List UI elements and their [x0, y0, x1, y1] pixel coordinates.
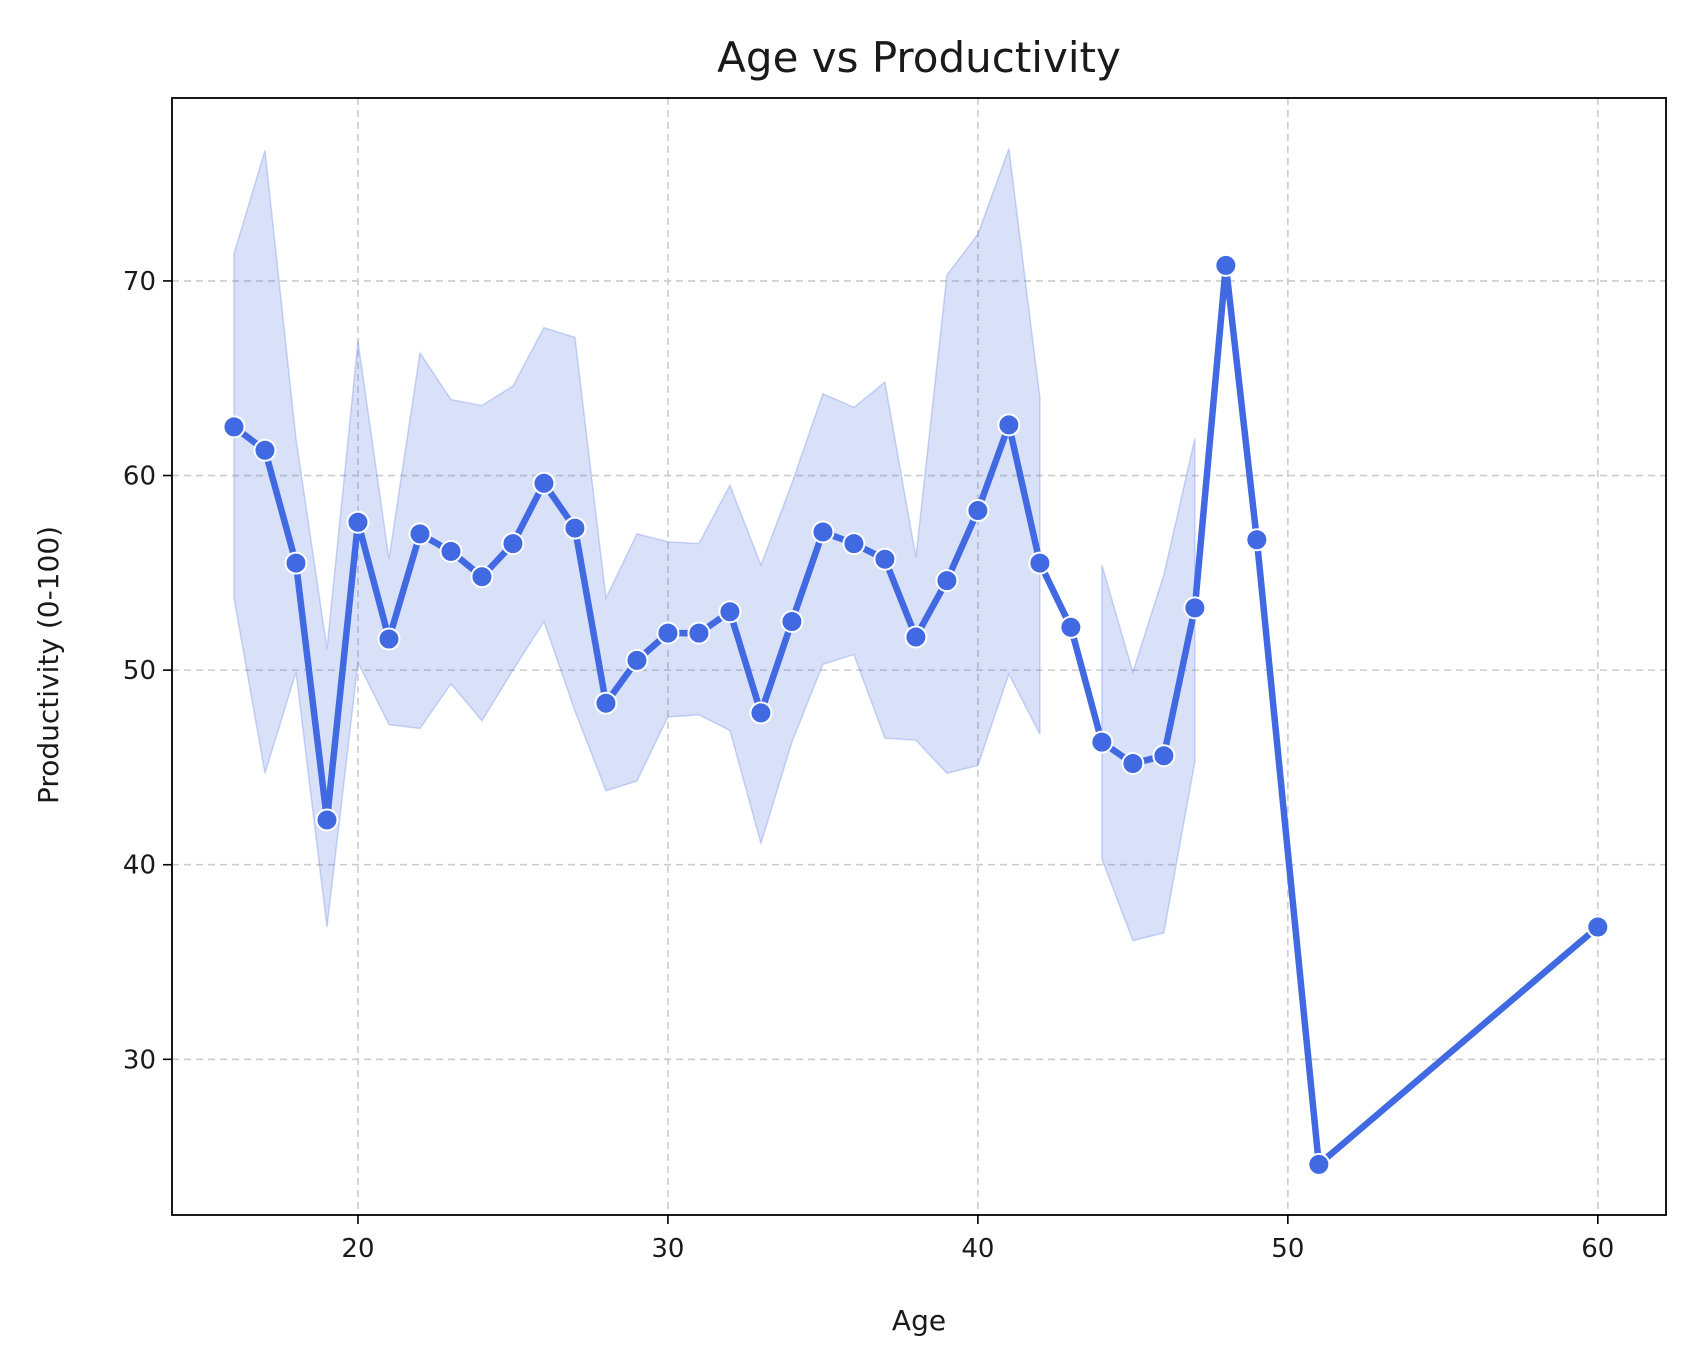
data-point-age-42: [1028, 551, 1052, 575]
data-point-age-41: [997, 413, 1021, 437]
data-point-age-36: [842, 532, 866, 556]
series-markers: [222, 253, 1610, 1176]
data-point-age-39: [935, 569, 959, 593]
confidence-band-segment-1: [1101, 438, 1196, 942]
data-point-age-18: [284, 551, 308, 575]
confidence-band: [233, 148, 1196, 942]
data-point-age-34: [780, 609, 804, 633]
data-point-age-49: [1245, 528, 1269, 552]
data-point-age-33: [749, 701, 773, 725]
plot-frame: [171, 97, 1667, 1216]
data-point-age-32: [718, 600, 742, 624]
data-point-age-31: [687, 621, 711, 645]
data-point-age-40: [966, 499, 990, 523]
x-tick-label-50: 50: [1271, 1234, 1304, 1264]
x-tick-label-30: 30: [651, 1234, 684, 1264]
chart-title: Age vs Productivity: [717, 33, 1121, 82]
data-point-age-20: [346, 510, 370, 534]
gridlines: [172, 98, 1666, 1215]
y-tick-label-60: 60: [123, 462, 156, 492]
data-point-age-48: [1214, 253, 1238, 277]
y-axis-ticks: 30 40 50 60 70: [123, 267, 172, 1075]
y-tick-label-40: 40: [123, 851, 156, 881]
x-tick-label-40: 40: [961, 1234, 994, 1264]
y-axis-label: Productivity (0-100): [32, 526, 65, 804]
confidence-band-segment-0: [233, 148, 1041, 928]
data-point-age-19: [315, 808, 339, 832]
data-point-age-27: [563, 516, 587, 540]
data-point-age-30: [656, 621, 680, 645]
y-tick-label-70: 70: [123, 267, 156, 297]
data-point-age-37: [873, 547, 897, 571]
data-point-age-23: [439, 539, 463, 563]
data-point-age-51: [1307, 1152, 1331, 1176]
data-point-age-17: [253, 438, 277, 462]
data-point-age-44: [1090, 730, 1114, 754]
data-point-age-45: [1121, 752, 1145, 776]
data-point-age-60: [1586, 915, 1610, 939]
data-point-age-21: [377, 627, 401, 651]
data-point-age-43: [1059, 615, 1083, 639]
data-point-age-22: [408, 522, 432, 546]
data-point-age-47: [1183, 596, 1207, 620]
data-point-age-28: [594, 691, 618, 715]
y-tick-label-30: 30: [123, 1045, 156, 1075]
data-point-age-16: [222, 415, 246, 439]
x-tick-label-20: 20: [341, 1234, 374, 1264]
data-point-age-35: [811, 520, 835, 544]
x-axis-label: Age: [892, 1304, 946, 1337]
data-point-age-25: [501, 532, 525, 556]
data-point-age-24: [470, 565, 494, 589]
data-point-age-38: [904, 625, 928, 649]
data-point-age-26: [532, 471, 556, 495]
x-tick-label-60: 60: [1581, 1234, 1614, 1264]
data-point-age-29: [625, 648, 649, 672]
data-point-age-46: [1152, 744, 1176, 768]
x-axis-ticks: 20 30 40 50 60: [341, 1215, 1614, 1264]
y-tick-label-50: 50: [123, 656, 156, 686]
